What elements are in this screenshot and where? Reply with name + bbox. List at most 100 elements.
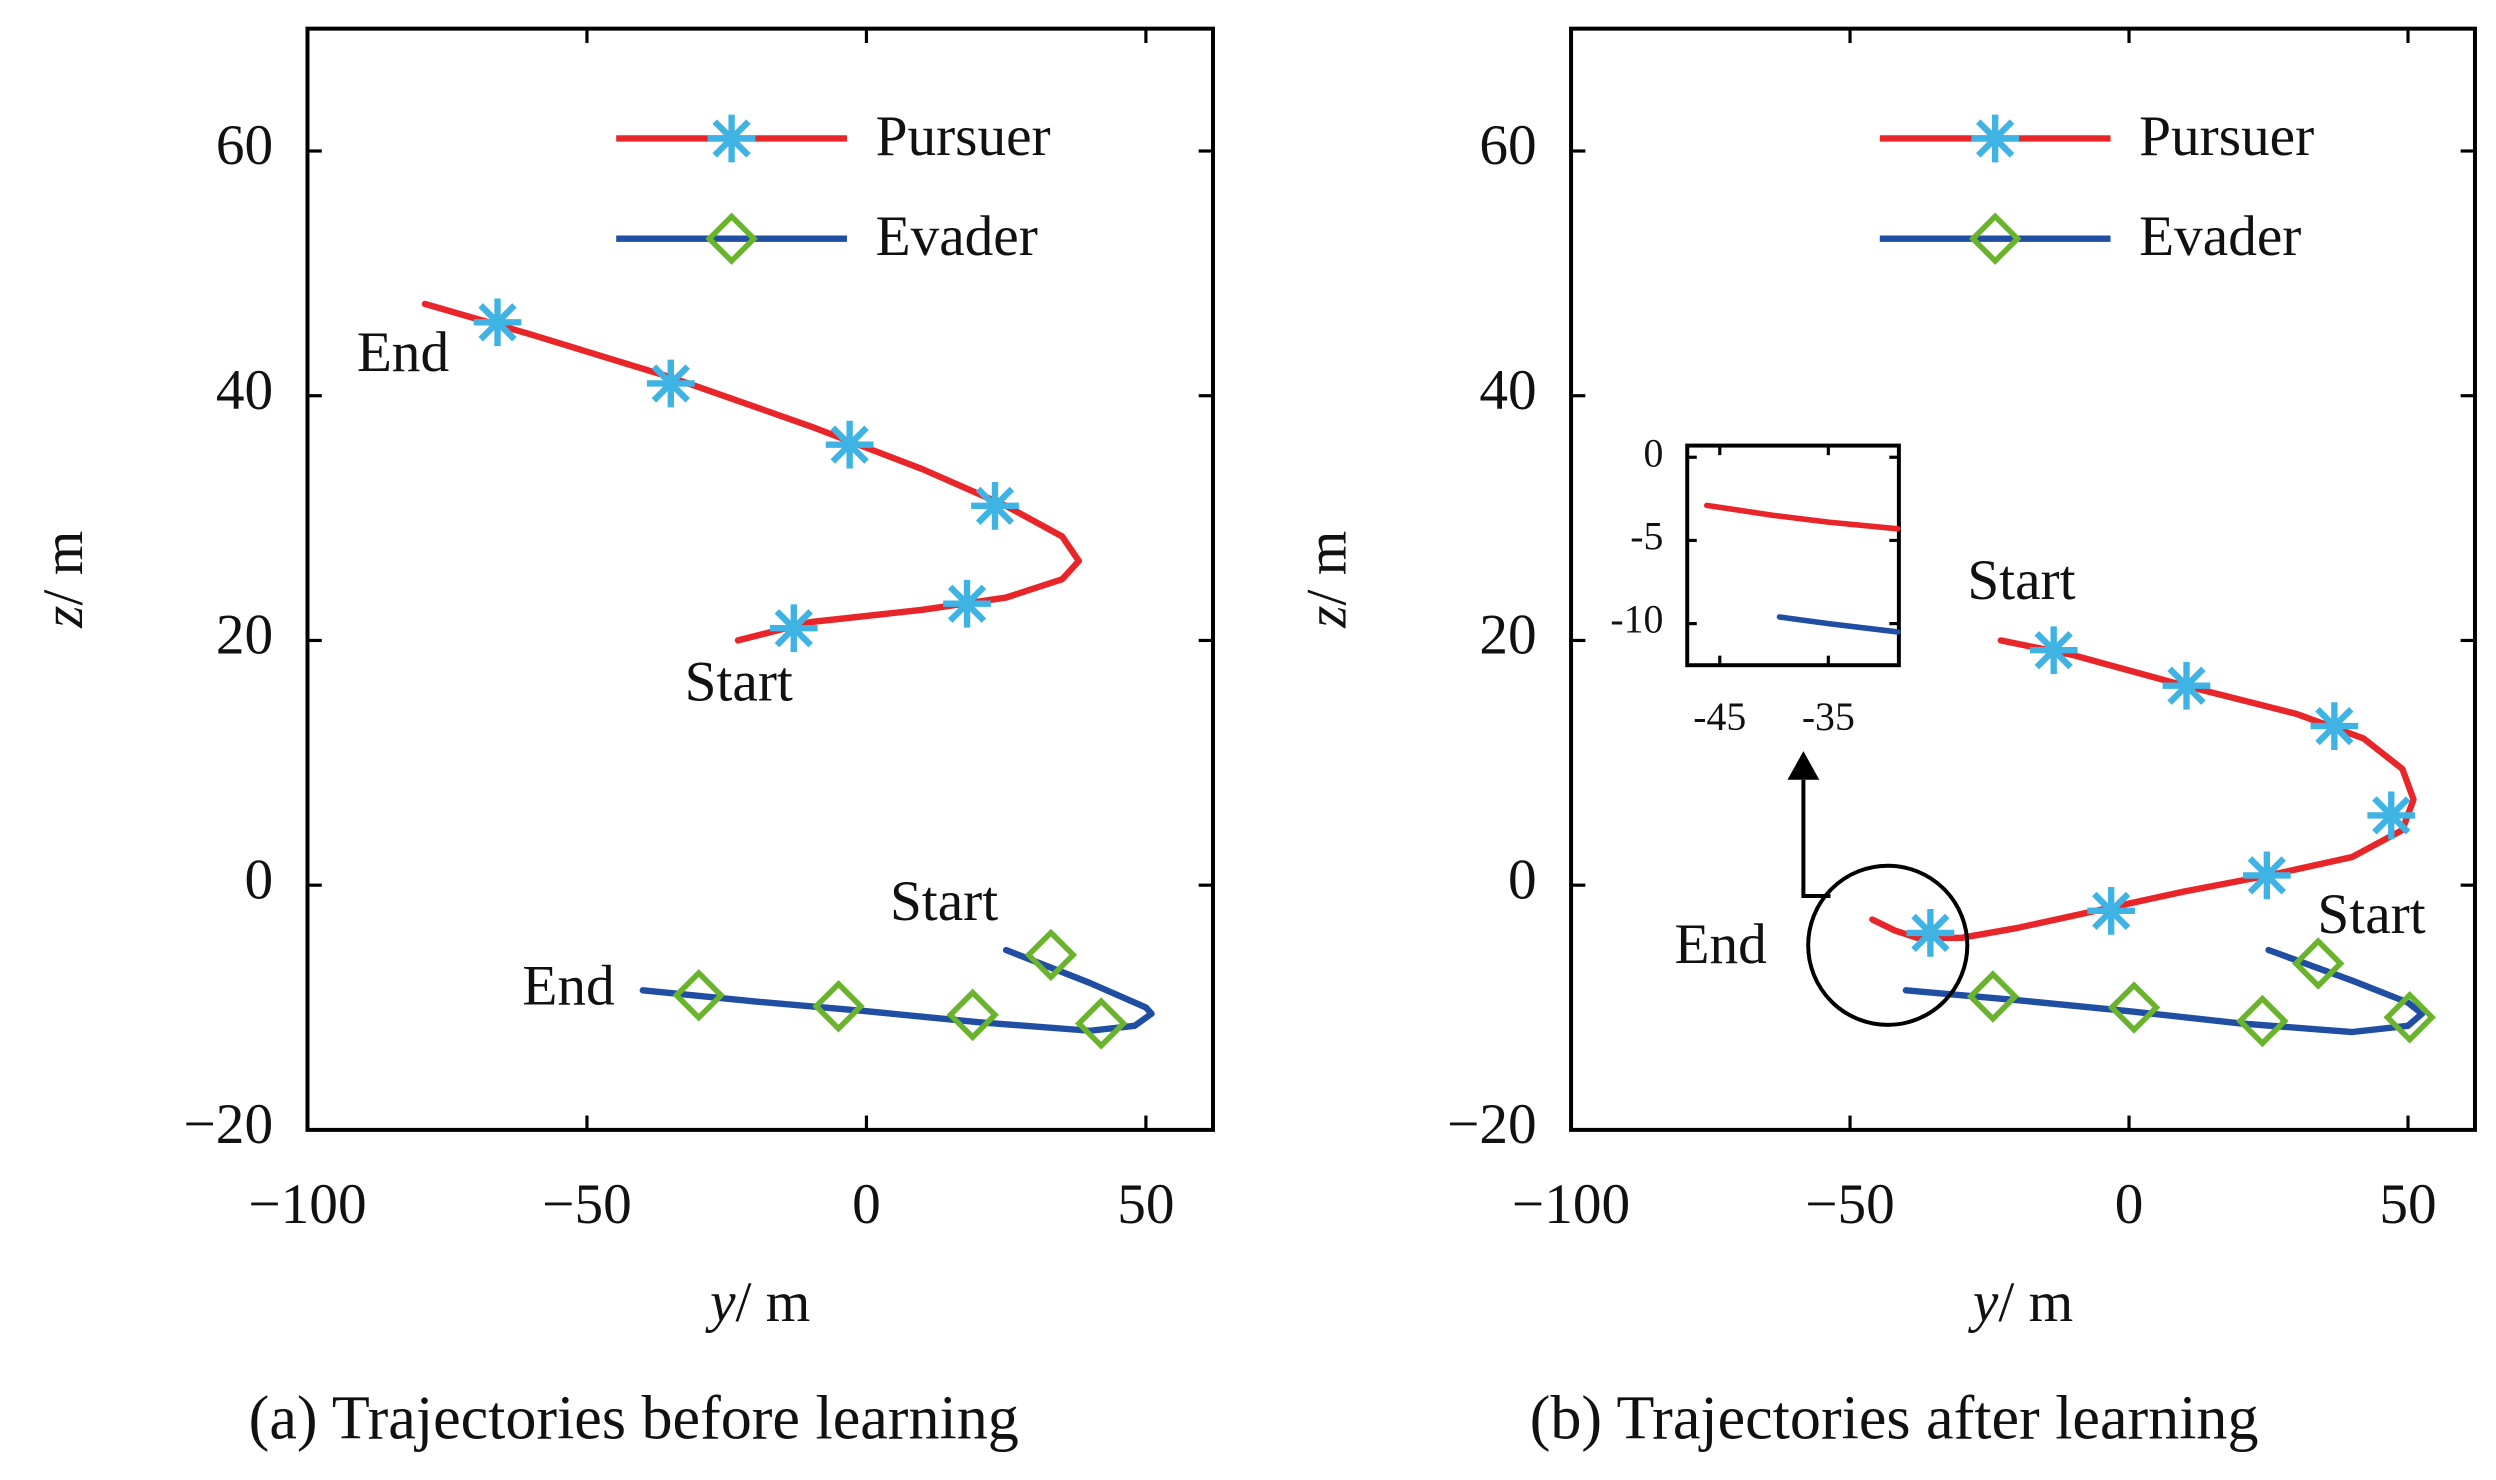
y-axis-label: z/ m: [1295, 531, 1358, 629]
legend-marker: [1968, 212, 2022, 265]
y-tick-label: 40: [216, 359, 273, 422]
marker-stroke: [2372, 796, 2411, 835]
marker-shape: [946, 988, 999, 1042]
marker: [646, 359, 695, 408]
marker-stroke: [478, 303, 517, 342]
marker-stroke: [651, 364, 690, 403]
legend-marker: [1971, 114, 2020, 163]
marker-stroke: [2092, 891, 2131, 930]
legend-label: Evader: [2139, 205, 2301, 268]
marker-stroke: [975, 486, 1015, 525]
marker: [812, 980, 865, 1033]
legend-label: Evader: [876, 205, 1038, 268]
y-tick-label: −20: [184, 1093, 274, 1156]
marker-shape: [705, 212, 758, 265]
series-line: [1776, 614, 1901, 635]
y-tick-label: 0: [244, 848, 273, 911]
marker: [1906, 909, 1955, 957]
series-line: [1704, 502, 1901, 532]
y-label-unit: / m: [32, 531, 95, 606]
marker: [943, 579, 991, 628]
x-axis-label: y/ m: [1968, 1271, 2073, 1334]
marker: [1024, 928, 1078, 982]
x-tick-label: 0: [2115, 1173, 2144, 1236]
marker: [2107, 981, 2161, 1034]
legend-label: Pursuer: [2139, 105, 2314, 168]
x-tick-label: −50: [542, 1173, 632, 1236]
y-tick-label: 60: [216, 114, 273, 177]
x-tick-label: 50: [2379, 1173, 2436, 1236]
legend-marker: [705, 212, 758, 265]
marker-stroke: [712, 119, 751, 158]
x-label-unit: / m: [1998, 1271, 2073, 1334]
annotation: Start: [1967, 549, 2075, 612]
legend-marker: [707, 114, 756, 163]
marker: [2242, 851, 2291, 900]
marker-shape: [2107, 981, 2161, 1034]
marker: [2236, 994, 2289, 1048]
x-tick-label: 0: [852, 1173, 881, 1236]
marker-stroke: [774, 609, 813, 648]
marker-shape: [1024, 928, 1078, 982]
annotation: Start: [685, 651, 793, 714]
x-axis-label: y/ m: [705, 1271, 810, 1334]
marker: [2310, 702, 2359, 750]
marker-shape: [1968, 212, 2022, 265]
x-tick-label: 50: [1117, 1173, 1174, 1236]
marker-shape: [1966, 970, 2020, 1023]
y-axis-label: z/ m: [32, 531, 95, 629]
marker-shape: [2236, 994, 2289, 1048]
marker-shape: [1074, 997, 1128, 1050]
marker: [1968, 212, 2022, 265]
marker: [473, 298, 522, 347]
series-line: [1902, 946, 2426, 1036]
marker-shape: [2291, 937, 2345, 990]
marker-shape: [672, 969, 725, 1022]
x-tick-label: -45: [1693, 695, 1746, 739]
annotation: Start: [890, 870, 998, 933]
zoom-circle: [1806, 863, 1970, 1027]
marker: [672, 969, 725, 1022]
x-tick-label: -35: [1802, 695, 1855, 739]
marker: [705, 212, 758, 265]
y-tick-label: 20: [1479, 604, 1536, 667]
marker: [707, 114, 756, 163]
y-tick-label: 0: [1643, 431, 1663, 475]
marker: [769, 604, 818, 653]
x-label-unit: / m: [736, 1271, 811, 1334]
x-label-symbol: y: [705, 1271, 736, 1334]
y-label-symbol: z: [1295, 606, 1358, 629]
y-tick-label: −20: [1447, 1093, 1537, 1156]
marker-stroke: [2034, 631, 2073, 670]
y-label-unit: / m: [1295, 531, 1358, 606]
marker-stroke: [2167, 666, 2206, 705]
caption: (a) Trajectories before learning: [249, 1385, 1019, 1453]
x-tick-label: −50: [1805, 1173, 1895, 1236]
marker-shape: [812, 980, 865, 1033]
marker: [2367, 791, 2416, 840]
y-tick-label: -10: [1610, 598, 1663, 642]
marker-stroke: [2247, 856, 2286, 895]
y-tick-label: 60: [1479, 114, 1536, 177]
marker: [946, 988, 999, 1042]
x-label-symbol: y: [1968, 1271, 1999, 1334]
annotation: Start: [2317, 883, 2425, 946]
y-tick-label: 40: [1479, 359, 1536, 422]
annotation: End: [357, 321, 449, 384]
marker-stroke: [830, 425, 869, 464]
marker-stroke: [1911, 913, 1950, 953]
marker: [2383, 991, 2436, 1044]
plot-frame: [1685, 443, 1901, 668]
marker: [1074, 997, 1128, 1050]
marker: [1966, 970, 2020, 1023]
marker-stroke: [2315, 706, 2354, 746]
marker-shape: [2383, 991, 2436, 1044]
annotation: End: [1675, 913, 1767, 976]
marker-stroke: [1976, 119, 2015, 158]
marker: [2087, 886, 2136, 935]
series-line: [639, 946, 1155, 1034]
y-label-symbol: z: [32, 606, 95, 629]
y-tick-label: -5: [1630, 515, 1663, 559]
